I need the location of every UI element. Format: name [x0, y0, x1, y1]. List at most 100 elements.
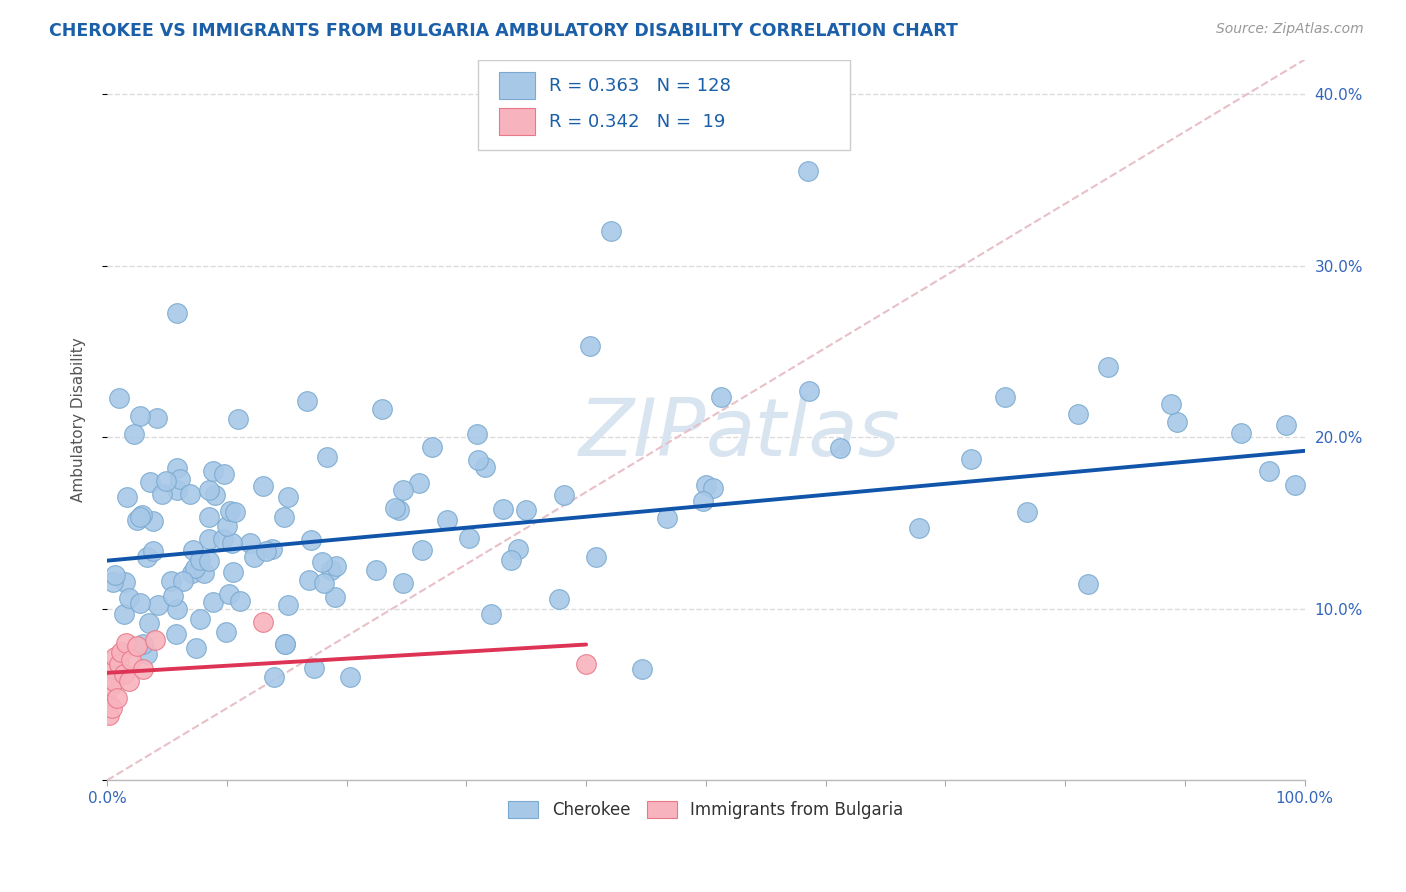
Point [420, 440, 443, 454]
Point [994, 391, 1017, 405]
Point [108, 662, 131, 676]
Point [201, 595, 224, 609]
Point [252, 479, 274, 493]
Point [797, 164, 820, 178]
Point [319, 563, 342, 577]
FancyBboxPatch shape [499, 72, 534, 99]
Point [108, 657, 131, 671]
Point [115, 490, 138, 504]
Point [104, 649, 127, 664]
Point [1097, 359, 1119, 374]
Y-axis label: Ambulatory Disability: Ambulatory Disability [72, 337, 86, 502]
Point [132, 662, 155, 676]
Point [179, 487, 201, 501]
FancyBboxPatch shape [499, 108, 534, 136]
Point [695, 478, 717, 492]
Point [579, 339, 602, 353]
Point [115, 636, 138, 650]
Text: R = 0.342   N =  19: R = 0.342 N = 19 [548, 112, 725, 130]
Point [467, 426, 489, 441]
Point [193, 566, 215, 581]
Point [143, 632, 166, 647]
Point [316, 450, 339, 465]
Point [277, 490, 299, 504]
Point [198, 532, 221, 546]
Point [146, 598, 169, 612]
Point [198, 509, 221, 524]
Point [198, 554, 221, 568]
Point [960, 451, 983, 466]
Point [384, 500, 406, 515]
Point [492, 501, 515, 516]
Point [221, 566, 243, 580]
Point [295, 394, 318, 409]
Point [166, 305, 188, 319]
Point [142, 544, 165, 558]
Point [692, 494, 714, 508]
Point [221, 535, 243, 549]
Legend: Cherokee, Immigrants from Bulgaria: Cherokee, Immigrants from Bulgaria [502, 795, 910, 826]
Point [1275, 418, 1298, 433]
Point [180, 566, 202, 580]
Point [135, 549, 157, 564]
Point [388, 503, 411, 517]
Point [302, 661, 325, 675]
Point [188, 553, 211, 567]
Point [797, 384, 820, 399]
Point [458, 531, 481, 545]
Point [553, 488, 575, 502]
Point [474, 459, 496, 474]
Point [254, 544, 277, 558]
Point [145, 410, 167, 425]
Point [198, 483, 221, 497]
Point [710, 390, 733, 404]
Point [212, 532, 235, 546]
Point [204, 487, 226, 501]
Point [125, 640, 148, 654]
Point [273, 510, 295, 524]
Point [101, 574, 124, 589]
Point [228, 594, 250, 608]
Point [408, 476, 430, 491]
Point [162, 590, 184, 604]
Point [600, 224, 623, 238]
Point [138, 615, 160, 630]
Point [201, 464, 224, 478]
Point [1166, 415, 1188, 429]
Point [828, 441, 851, 455]
Text: CHEROKEE VS IMMIGRANTS FROM BULGARIA AMBULATORY DISABILITY CORRELATION CHART: CHEROKEE VS IMMIGRANTS FROM BULGARIA AMB… [49, 22, 957, 40]
Point [1015, 505, 1038, 519]
Point [186, 640, 208, 655]
Point [436, 513, 458, 527]
Point [112, 667, 135, 681]
Point [214, 467, 236, 482]
Point [120, 653, 142, 667]
Point [575, 657, 598, 671]
Point [127, 512, 149, 526]
Point [160, 574, 183, 589]
Point [190, 612, 212, 626]
Point [323, 591, 346, 605]
Point [138, 475, 160, 490]
Point [467, 453, 489, 467]
Point [101, 662, 124, 676]
Point [242, 550, 264, 565]
Point [263, 670, 285, 684]
Point [112, 607, 135, 621]
Point [274, 637, 297, 651]
Point [325, 559, 347, 574]
Point [479, 607, 502, 621]
Point [277, 598, 299, 612]
Point [655, 511, 678, 525]
Point [299, 533, 322, 547]
Text: atlas: atlas [706, 395, 901, 474]
Point [298, 573, 321, 587]
Point [215, 624, 238, 639]
Point [118, 591, 141, 606]
Point [364, 563, 387, 577]
Point [585, 550, 607, 565]
Point [165, 626, 187, 640]
Point [631, 662, 654, 676]
Point [339, 670, 361, 684]
Point [135, 647, 157, 661]
